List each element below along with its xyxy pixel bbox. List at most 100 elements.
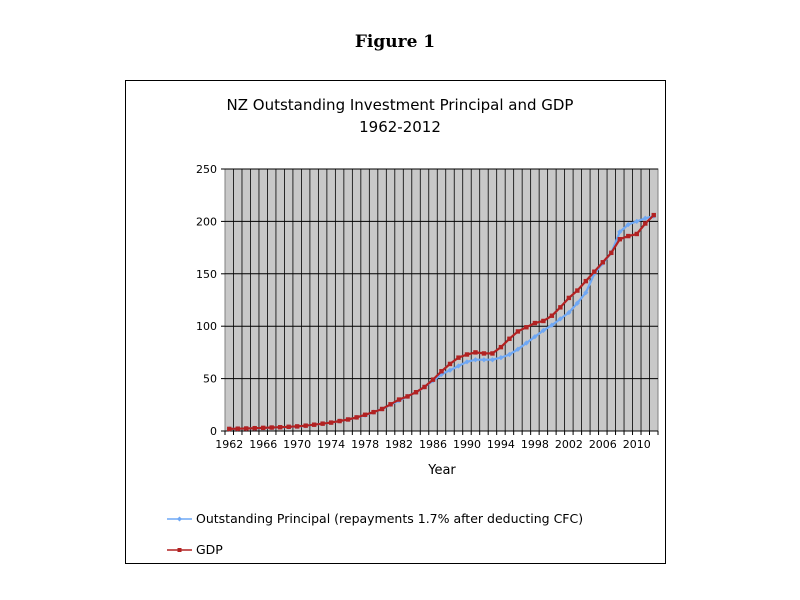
data-point [549, 313, 555, 318]
legend-label: GDP [196, 542, 223, 557]
x-tick-label: 2010 [623, 438, 651, 451]
data-point [269, 425, 274, 430]
data-point [430, 377, 436, 382]
data-point [371, 409, 376, 415]
data-point [447, 367, 453, 373]
data-point [311, 422, 317, 427]
data-point [617, 237, 622, 242]
data-point [396, 397, 402, 402]
data-point [575, 288, 580, 293]
data-point [294, 424, 300, 429]
data-point [464, 352, 470, 357]
y-tick-label: 150 [196, 268, 217, 281]
legend-swatch-marker [177, 548, 182, 552]
x-tick-label: 1986 [419, 438, 447, 451]
data-point [472, 357, 479, 363]
data-point [634, 231, 639, 237]
x-tick-label: 1998 [521, 438, 549, 451]
y-tick-label: 250 [196, 163, 217, 176]
data-point [362, 412, 368, 417]
data-point [252, 425, 257, 431]
y-tick-label: 50 [203, 373, 217, 386]
data-point [227, 426, 232, 432]
data-point [592, 269, 597, 274]
data-point [506, 351, 513, 358]
x-tick-label: 1974 [317, 438, 345, 451]
data-point [320, 421, 325, 426]
data-point [345, 417, 351, 422]
x-tick-label: 2006 [589, 438, 617, 451]
data-point [405, 394, 410, 399]
figure-label: Figure 1 [354, 32, 436, 52]
x-tick-label: 1990 [453, 438, 481, 451]
data-point [447, 361, 453, 367]
data-point [261, 425, 266, 431]
legend-swatch-marker [177, 516, 182, 522]
data-point [498, 344, 504, 350]
data-point [651, 212, 656, 218]
chart-title-line-2: 1962-2012 [359, 118, 441, 136]
data-point [540, 327, 546, 333]
data-point [455, 363, 462, 369]
data-point [609, 250, 614, 256]
plot-area [224, 168, 659, 432]
data-point [464, 359, 470, 365]
data-point [481, 351, 487, 356]
legend-item: Outstanding Principal (repayments 1.7% a… [167, 511, 583, 526]
x-tick-label: 2002 [555, 438, 583, 451]
x-tick-label: 1994 [487, 438, 515, 451]
x-tick-label: 1962 [215, 438, 243, 451]
data-point [388, 402, 393, 407]
x-tick-label: 1982 [385, 438, 413, 451]
data-point [473, 350, 478, 355]
data-point [617, 229, 623, 235]
data-point [507, 336, 512, 341]
data-point [286, 424, 291, 430]
data-point [422, 384, 427, 390]
data-point [566, 309, 572, 316]
data-point [489, 357, 496, 363]
x-tick-label: 1970 [283, 438, 311, 451]
data-point [354, 415, 359, 420]
data-point [490, 351, 495, 356]
x-tick-label: 1978 [351, 438, 379, 451]
data-point [481, 357, 487, 363]
y-tick-label: 100 [196, 320, 217, 333]
y-tick-label: 0 [210, 425, 217, 438]
data-point [277, 425, 283, 430]
data-point [642, 215, 648, 221]
legend-item: GDP [167, 542, 223, 557]
data-point [337, 418, 342, 424]
data-point [456, 355, 461, 360]
chart-frame: NZ Outstanding Investment Principal and … [125, 80, 666, 564]
data-point [625, 221, 631, 228]
data-point [541, 318, 546, 324]
line-chart: NZ Outstanding Investment Principal and … [167, 96, 659, 557]
data-point [515, 329, 521, 334]
x-tick-label: 1966 [249, 438, 277, 451]
data-point [532, 320, 538, 326]
series-gdp [227, 212, 656, 432]
data-point [439, 369, 444, 374]
data-point [583, 290, 589, 296]
data-point [235, 426, 240, 431]
data-point [303, 423, 308, 428]
data-point [626, 233, 631, 239]
data-point [557, 316, 563, 322]
x-axis-label: Year [427, 463, 456, 478]
data-point [643, 221, 648, 226]
data-point [524, 325, 529, 330]
data-point [600, 260, 606, 265]
data-point [244, 426, 249, 431]
data-point [532, 334, 538, 340]
data-point [566, 295, 572, 301]
data-point [413, 390, 419, 395]
legend-label: Outstanding Principal (repayments 1.7% a… [196, 511, 583, 526]
data-point [583, 278, 589, 284]
data-point [523, 340, 530, 346]
y-tick-label: 200 [196, 215, 217, 228]
data-point [328, 420, 334, 425]
data-point [498, 355, 504, 361]
data-point [515, 346, 521, 352]
chart-title-line-1: NZ Outstanding Investment Principal and … [227, 96, 574, 114]
